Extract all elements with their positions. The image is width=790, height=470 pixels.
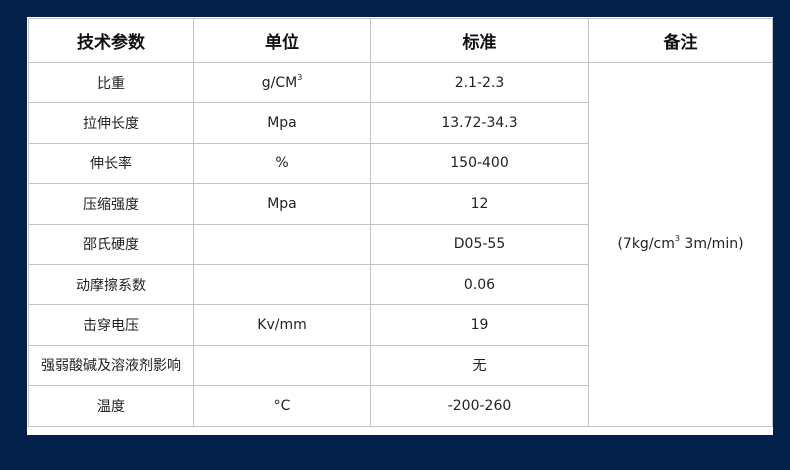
standard-cell: 12 bbox=[370, 183, 589, 225]
table-row: 拉伸长度 Mpa 13.72-34.3 bbox=[28, 102, 773, 144]
note-post: 3m/min) bbox=[679, 236, 744, 253]
header-row: 技术参数 单位 标准 备注 bbox=[28, 18, 773, 63]
unit-cell bbox=[193, 344, 371, 387]
unit-cell bbox=[193, 263, 371, 306]
note-cell: (7kg/cm3 3m/min) bbox=[588, 62, 773, 427]
unit-cell: Kv/mm bbox=[193, 304, 371, 346]
unit-text: g/CM bbox=[261, 74, 298, 91]
unit-text: Kv/mm bbox=[257, 317, 307, 334]
unit-superscript: 3 bbox=[297, 72, 303, 82]
unit-cell: °C bbox=[193, 385, 371, 427]
table-row: 强弱酸碱及溶液剂影响 无 bbox=[28, 344, 773, 387]
param-cell: 拉伸长度 bbox=[28, 102, 194, 144]
note-sup: 3 bbox=[674, 234, 680, 244]
standard-cell: 0.06 bbox=[370, 263, 589, 306]
standard-cell: 150-400 bbox=[370, 142, 589, 185]
param-cell: 比重 bbox=[28, 61, 194, 104]
param-cell: 温度 bbox=[28, 385, 194, 427]
header-standard: 标准 bbox=[370, 18, 589, 63]
unit-cell: g/CM3 bbox=[193, 61, 371, 104]
unit-cell: Mpa bbox=[193, 183, 371, 225]
standard-cell: 13.72-34.3 bbox=[370, 102, 589, 144]
param-cell: 击穿电压 bbox=[28, 304, 194, 346]
standard-cell: 2.1-2.3 bbox=[370, 61, 589, 104]
header-unit: 单位 bbox=[193, 18, 371, 63]
header-note: 备注 bbox=[588, 18, 773, 63]
spec-table-card: 技术参数 单位 标准 备注 比重 g/CM3 2.1-2.3 (7kg/cm3 3m/… bbox=[27, 17, 773, 435]
unit-cell bbox=[193, 223, 371, 265]
param-cell: 动摩擦系数 bbox=[28, 263, 194, 306]
table-row: 动摩擦系数 0.06 bbox=[28, 263, 773, 306]
spec-table: 技术参数 单位 标准 备注 比重 g/CM3 2.1-2.3 (7kg/cm3 3m/… bbox=[28, 18, 773, 427]
unit-text: Mpa bbox=[267, 195, 297, 212]
param-cell: 压缩强度 bbox=[28, 183, 194, 225]
header-param: 技术参数 bbox=[28, 18, 194, 63]
unit-text: Mpa bbox=[267, 115, 297, 132]
standard-cell: 19 bbox=[370, 304, 589, 346]
unit-text: % bbox=[275, 155, 289, 172]
unit-cell: % bbox=[193, 142, 371, 185]
table-row: 压缩强度 Mpa 12 bbox=[28, 183, 773, 225]
standard-cell: D05-55 bbox=[370, 223, 589, 265]
table-row: 比重 g/CM3 2.1-2.3 (7kg/cm3 3m/min) bbox=[28, 61, 773, 427]
param-cell: 强弱酸碱及溶液剂影响 bbox=[28, 344, 194, 387]
table-row: 伸长率% 150-400 bbox=[28, 142, 773, 185]
standard-cell: -200-260 bbox=[370, 385, 589, 427]
unit-text: °C bbox=[273, 397, 291, 414]
table-row: 邵氏硬度 D05-55 bbox=[28, 223, 773, 265]
param-cell: 伸长率 bbox=[28, 142, 194, 185]
standard-cell: 无 bbox=[370, 344, 589, 387]
table-row: 温度 °C -200-260 bbox=[28, 385, 773, 427]
note-pre: (7kg/cm bbox=[617, 236, 675, 253]
param-cell: 邵氏硬度 bbox=[28, 223, 194, 265]
unit-cell: Mpa bbox=[193, 102, 371, 144]
